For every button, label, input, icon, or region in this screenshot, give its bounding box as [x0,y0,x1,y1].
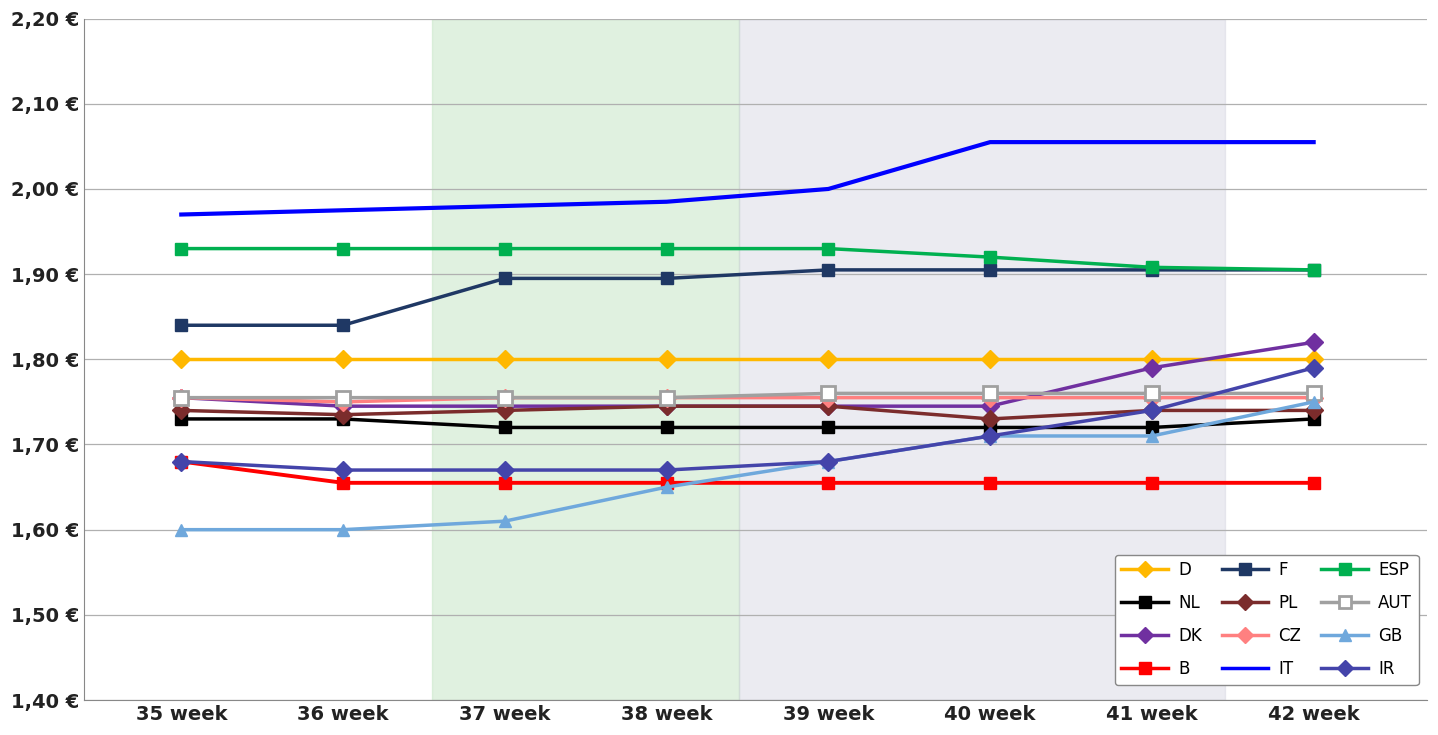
Bar [739,18,1225,700]
Bar [431,18,739,700]
Legend: D, NL, DK, B, F, PL, CZ, IT, ESP, AUT, GB, IR: D, NL, DK, B, F, PL, CZ, IT, ESP, AUT, G… [1114,554,1418,685]
